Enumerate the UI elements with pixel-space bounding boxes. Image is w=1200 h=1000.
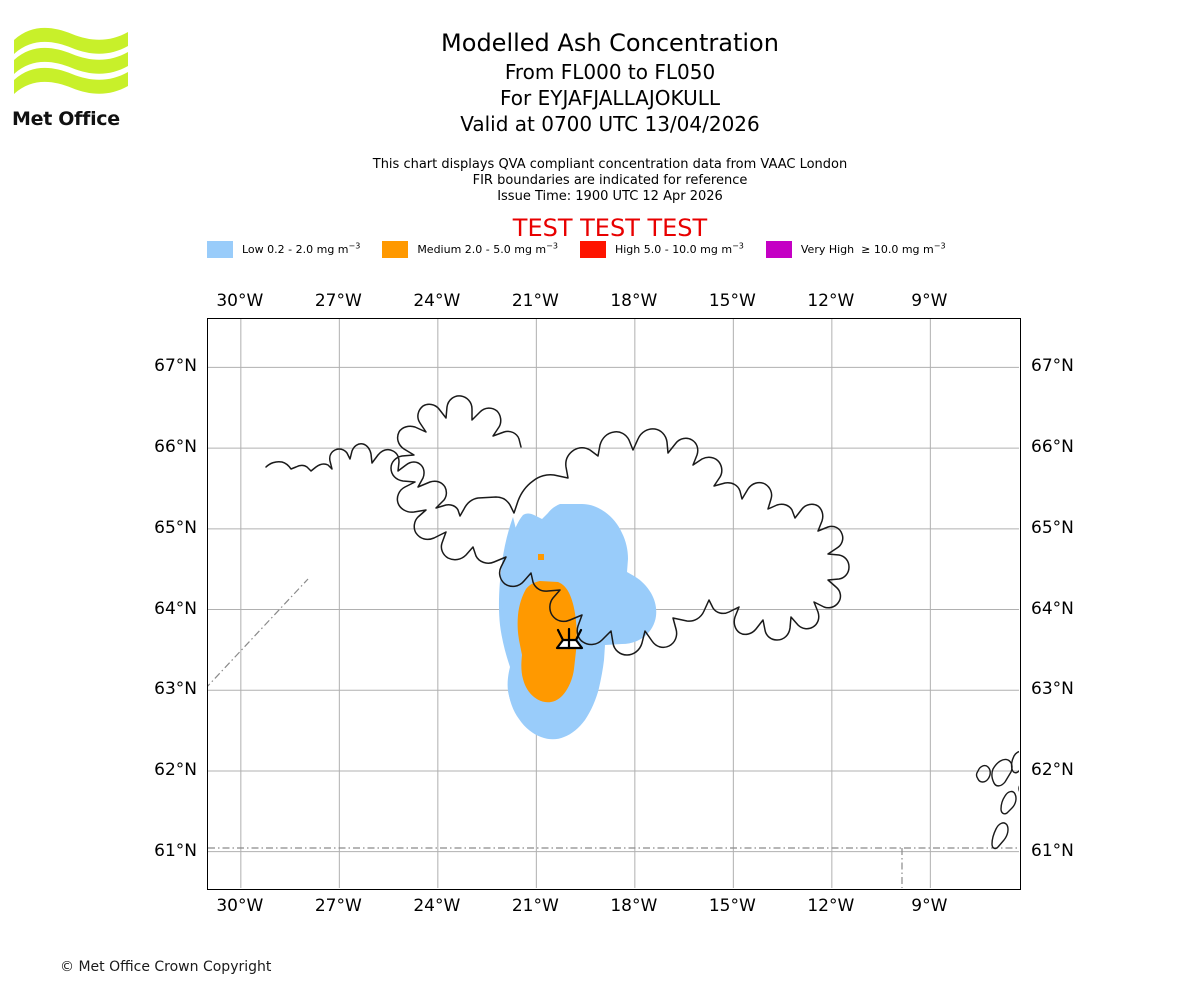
met-office-logo: Met Office	[12, 24, 132, 130]
legend-item-very-high: Very High ≥ 10.0 mg m−3	[765, 240, 946, 258]
lon-tick-top-30: 30°W	[216, 291, 264, 311]
ash-concentration-map[interactable]	[207, 318, 1021, 890]
met-office-wave-mark	[14, 27, 128, 94]
legend-swatch-high	[579, 240, 606, 258]
lat-tick-right-64: 64°N	[1031, 598, 1074, 619]
fir-note: FIR boundaries are indicated for referen…	[472, 173, 748, 188]
lat-tick-right-62: 62°N	[1031, 759, 1074, 780]
lon-tick-top-27: 27°W	[314, 291, 362, 311]
legend-swatch-medium	[382, 240, 409, 258]
legend-label-medium: Medium 2.0 - 5.0 mg m−3	[417, 240, 558, 256]
legend-label-high: High 5.0 - 10.0 mg m−3	[614, 240, 744, 256]
lon-tick-bottom-27: 27°W	[314, 896, 362, 916]
volcano-name: For EYJAFJALLAJOKULL	[500, 86, 720, 110]
issue-time: Issue Time: 1900 UTC 12 Apr 2026	[497, 189, 723, 204]
lon-tick-bottom-15: 15°W	[708, 896, 756, 916]
lon-tick-top-9: 9°W	[911, 291, 948, 311]
lon-tick-top-21: 21°W	[511, 291, 559, 311]
lat-tick-right-65: 65°N	[1031, 517, 1074, 538]
lat-tick-left-63: 63°N	[154, 679, 197, 700]
chart-subnotes: This chart displays QVA compliant concen…	[140, 157, 1080, 205]
lat-tick-right-63: 63°N	[1031, 679, 1074, 700]
faroe-islands	[975, 750, 1019, 850]
copyright-footer: © Met Office Crown Copyright	[60, 959, 272, 975]
legend-item-medium: Medium 2.0 - 5.0 mg m−3	[382, 240, 558, 258]
legend-swatch-low	[207, 240, 233, 258]
legend-label-low: Low 0.2 - 2.0 mg m−3	[242, 240, 361, 256]
legend-item-low: Low 0.2 - 2.0 mg m−3	[207, 240, 361, 258]
lon-tick-bottom-12: 12°W	[807, 896, 855, 916]
qva-note: This chart displays QVA compliant concen…	[372, 157, 848, 172]
map-canvas	[208, 319, 1019, 888]
lon-tick-bottom-9: 9°W	[911, 896, 948, 916]
lat-tick-right-67: 67°N	[1031, 356, 1074, 377]
lat-tick-right-61: 61°N	[1031, 840, 1074, 861]
lat-tick-left-65: 65°N	[154, 517, 197, 538]
legend-swatch-very-high	[765, 240, 792, 258]
ash-region-medium	[517, 581, 577, 703]
fir-boundaries	[208, 578, 1019, 888]
lon-tick-top-15: 15°W	[708, 291, 756, 311]
concentration-legend: Low 0.2 - 2.0 mg m−3 Medium 2.0 - 5.0 mg …	[207, 239, 1021, 259]
lat-tick-left-66: 66°N	[154, 437, 197, 458]
page-title: Modelled Ash Concentration	[441, 29, 779, 57]
lat-tick-left-61: 61°N	[154, 840, 197, 861]
chart-title-block: Modelled Ash Concentration From FL000 to…	[140, 28, 1080, 137]
lat-tick-right-66: 66°N	[1031, 437, 1074, 458]
lon-tick-bottom-24: 24°W	[413, 896, 461, 916]
ash-region-medium-patch	[538, 554, 544, 560]
lon-tick-bottom-18: 18°W	[610, 896, 658, 916]
valid-time: Valid at 0700 UTC 13/04/2026	[460, 112, 760, 136]
lat-tick-left-62: 62°N	[154, 759, 197, 780]
lat-tick-left-64: 64°N	[154, 598, 197, 619]
lon-tick-top-18: 18°W	[610, 291, 658, 311]
met-office-wordmark: Met Office	[12, 108, 120, 130]
legend-item-high: High 5.0 - 10.0 mg m−3	[579, 240, 744, 258]
iceland-coastline	[265, 395, 850, 656]
lon-tick-top-24: 24°W	[413, 291, 461, 311]
test-banner: TEST TEST TEST	[512, 214, 708, 242]
flight-level-range: From FL000 to FL050	[504, 60, 716, 84]
volcano-icon	[555, 627, 584, 650]
lon-tick-bottom-21: 21°W	[511, 896, 559, 916]
lon-tick-bottom-30: 30°W	[216, 896, 264, 916]
lon-tick-top-12: 12°W	[807, 291, 855, 311]
legend-label-very-high: Very High ≥ 10.0 mg m−3	[800, 240, 946, 256]
lat-tick-left-67: 67°N	[154, 356, 197, 377]
